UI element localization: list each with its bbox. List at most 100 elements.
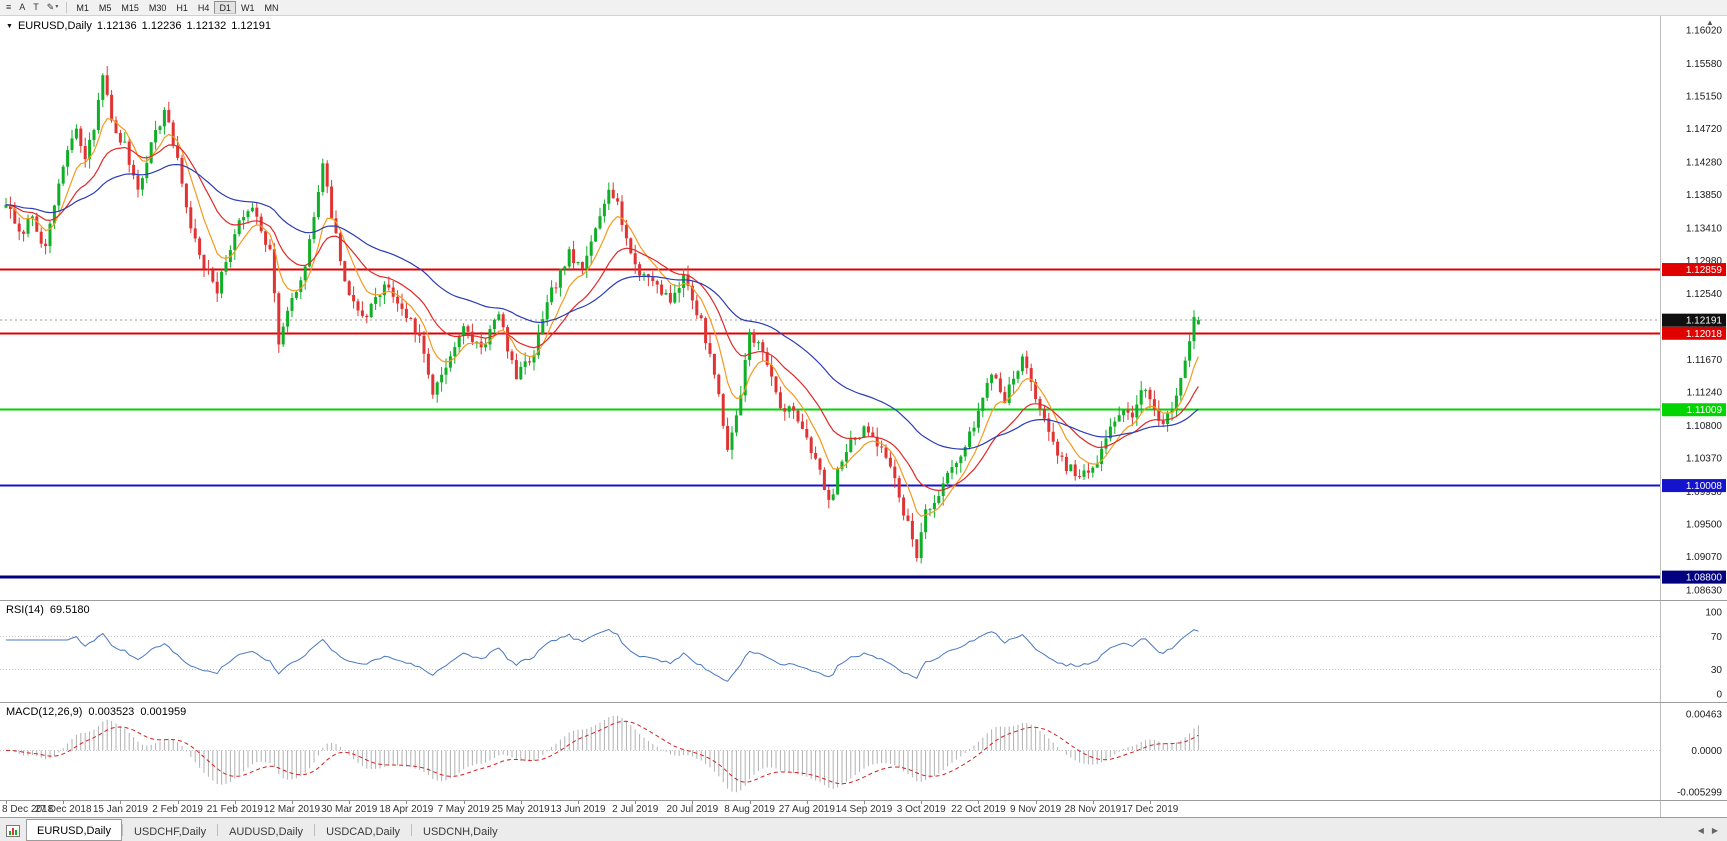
text-tool-icon[interactable]: T — [33, 2, 39, 12]
tab-usdcnh-daily[interactable]: USDCNH,Daily — [423, 826, 498, 838]
chart-title: ▼ EURUSD,Daily 1.12136 1.12236 1.12132 1… — [6, 20, 271, 32]
svg-text:1.15150: 1.15150 — [1686, 91, 1723, 102]
date-label: 2 Jul 2019 — [612, 804, 659, 815]
ohlc-open: 1.12136 — [96, 20, 137, 32]
toolbar-separator — [66, 2, 68, 13]
timeframe-W1[interactable]: W1 — [240, 2, 255, 13]
svg-text:1.10800: 1.10800 — [1686, 421, 1723, 432]
time-axis-separator — [0, 800, 1727, 801]
svg-text:0: 0 — [1716, 690, 1722, 701]
draw-tool-icon[interactable]: ✎ ▾ — [46, 2, 59, 12]
rsi-splitter[interactable] — [0, 600, 1727, 601]
timeframe-M1[interactable]: M1 — [76, 2, 89, 13]
svg-text:30: 30 — [1711, 665, 1723, 676]
date-label: 27 Aug 2019 — [778, 804, 835, 815]
chart-area: 1.16020 1.15580 1.15150 1.14720 1.14280 1.138… — [0, 16, 1727, 817]
macd-signal-value: 0.001959 — [140, 706, 187, 718]
menu-tool-icon[interactable]: ≡ — [6, 2, 12, 12]
macd-splitter[interactable] — [0, 702, 1727, 703]
macd-label: MACD(12,26,9) 0.003523 0.001959 — [6, 706, 186, 718]
svg-text:1.12018: 1.12018 — [1686, 329, 1723, 340]
macd-name: MACD(12,26,9) — [6, 706, 83, 718]
timeframe-toolbar: M1 M5 M15 M30 H1 H4 D1 W1 MN — [71, 1, 283, 14]
svg-text:1.13410: 1.13410 — [1686, 223, 1723, 234]
svg-text:1.09930: 1.09930 — [1686, 487, 1723, 498]
svg-text:1.15580: 1.15580 — [1686, 59, 1723, 70]
svg-text:1.12859: 1.12859 — [1686, 265, 1723, 276]
chart-tabs: EURUSD,Daily USDCHF,Daily AUDUSD,Daily USDC… — [26, 817, 509, 841]
timeframe-D1[interactable]: D1 — [214, 1, 236, 14]
price-badge-1.12018 — [1662, 326, 1726, 340]
horizontal-level-lines[interactable] — [0, 268, 1660, 579]
rsi-line — [6, 628, 1199, 682]
rsi-panel[interactable]: 100 70 30 0 — [0, 600, 1727, 702]
svg-text:1.10008: 1.10008 — [1686, 481, 1723, 492]
charts-icon[interactable] — [3, 821, 23, 840]
date-label: 15 Jan 2019 — [92, 804, 148, 815]
time-axis-tick — [63, 801, 65, 804]
time-axis-tick — [234, 801, 236, 804]
macd-panel[interactable]: 0.00463 0.0000 -0.005299 — [0, 702, 1727, 800]
svg-text:1.14720: 1.14720 — [1686, 124, 1723, 135]
svg-text:1.14280: 1.14280 — [1686, 157, 1723, 168]
cursor-tool-icon[interactable]: A — [19, 2, 26, 12]
macd-axis-labels: 0.00463 0.0000 -0.005299 — [1677, 710, 1722, 799]
svg-text:1.13850: 1.13850 — [1686, 190, 1723, 201]
timeframe-M5[interactable]: M5 — [98, 2, 112, 13]
chart-tab-bar: EURUSD,Daily USDCHF,Daily AUDUSD,Daily USDC… — [0, 817, 1727, 841]
tab-separator — [411, 824, 413, 836]
svg-text:1.11009: 1.11009 — [1687, 405, 1723, 416]
tab-separator — [217, 824, 219, 836]
time-axis-tick — [1035, 801, 1037, 804]
date-label: 8 Dec 2018 — [2, 804, 54, 815]
price-badge-1.10008 — [1662, 479, 1726, 493]
timeframe-H1[interactable]: H1 — [176, 2, 188, 13]
date-label: 30 Mar 2019 — [321, 804, 378, 815]
tab-separator — [314, 824, 316, 836]
time-axis-tick — [692, 801, 694, 804]
timeframe-H4[interactable]: H4 — [197, 2, 210, 13]
time-axis-tick — [520, 801, 522, 804]
timeframe-M15[interactable]: M15 — [121, 2, 139, 13]
time-axis-tick — [749, 801, 751, 804]
tab-eurusd-daily[interactable]: EURUSD,Daily — [26, 819, 122, 841]
time-axis-tick — [635, 801, 637, 804]
rsi-name: RSI(14) — [6, 604, 44, 616]
tab-usdchf-daily[interactable]: USDCHF,Daily — [133, 826, 207, 838]
svg-text:1.09070: 1.09070 — [1686, 552, 1723, 563]
timeframe-MN[interactable]: MN — [264, 2, 279, 13]
rsi-axis-labels: 100 70 30 0 — [1705, 608, 1722, 701]
price-badge-1.08800 — [1662, 570, 1726, 584]
scale-scroll-up-icon[interactable]: ▲ — [1706, 18, 1714, 27]
tab-usdcad-daily[interactable]: USDCAD,Daily — [326, 826, 401, 838]
date-label: 28 Nov 2019 — [1064, 804, 1122, 815]
price-axis-separator — [1660, 16, 1661, 817]
ma-line-20 — [5, 144, 1199, 492]
time-axis-tick — [864, 801, 865, 804]
date-label: 8 Aug 2019 — [724, 804, 775, 815]
svg-text:1.08630: 1.08630 — [1686, 586, 1723, 597]
time-axis-tick — [6, 801, 7, 804]
date-label: 9 Nov 2019 — [1010, 804, 1062, 815]
tab-scroll-left-icon[interactable]: ◀ — [1697, 826, 1704, 835]
svg-text:1.09500: 1.09500 — [1686, 520, 1723, 531]
tab-audusd-daily[interactable]: AUDUSD,Daily — [229, 826, 304, 838]
date-label: 14 Sep 2019 — [835, 804, 893, 815]
date-label: 20 Jul 2019 — [666, 804, 719, 815]
price-axis-labels[interactable]: 1.16020 1.15580 1.15150 1.14720 1.14280 1.138… — [1686, 26, 1723, 597]
dropdown-arrow-icon: ▾ — [55, 4, 59, 10]
price-chart-panel[interactable]: 1.16020 1.15580 1.15150 1.14720 1.14280 1.138… — [0, 16, 1727, 600]
price-badge-1.12191 — [1662, 313, 1726, 327]
svg-text:1.12191: 1.12191 — [1686, 316, 1723, 327]
timeframe-M30[interactable]: M30 — [148, 2, 167, 13]
ohlc-low: 1.12132 — [186, 20, 227, 32]
svg-text:1.16020: 1.16020 — [1686, 26, 1723, 37]
time-axis[interactable]: 8 Dec 2018 27 Dec 2018 15 Jan 2019 2 Feb 20… — [0, 801, 1727, 817]
rsi-label: RSI(14) 69.5180 — [6, 604, 90, 616]
symbol-dropdown-icon[interactable]: ▼ — [6, 23, 13, 30]
time-axis-tick — [177, 801, 179, 804]
time-axis-tick — [978, 801, 980, 804]
macd-signal-line — [6, 720, 1199, 785]
time-axis-tick — [349, 801, 351, 804]
tab-scroll-right-icon[interactable]: ▶ — [1711, 826, 1718, 835]
